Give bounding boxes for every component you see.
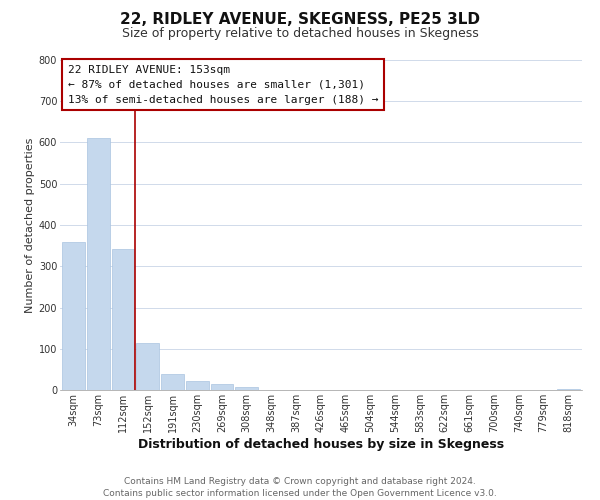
Text: Contains HM Land Registry data © Crown copyright and database right 2024.
Contai: Contains HM Land Registry data © Crown c… [103, 476, 497, 498]
Bar [211, 384, 233, 390]
Bar [112, 248, 134, 390]
Text: 22 RIDLEY AVENUE: 153sqm
← 87% of detached houses are smaller (1,301)
13% of sem: 22 RIDLEY AVENUE: 153sqm ← 87% of detach… [68, 65, 379, 104]
X-axis label: Distribution of detached houses by size in Skegness: Distribution of detached houses by size … [138, 438, 504, 450]
Bar [136, 343, 159, 390]
Bar [62, 242, 85, 390]
Text: 22, RIDLEY AVENUE, SKEGNESS, PE25 3LD: 22, RIDLEY AVENUE, SKEGNESS, PE25 3LD [120, 12, 480, 28]
Bar [235, 386, 258, 390]
Bar [557, 389, 580, 390]
Bar [161, 374, 184, 390]
Bar [186, 381, 209, 390]
Bar [87, 138, 110, 390]
Y-axis label: Number of detached properties: Number of detached properties [25, 138, 35, 312]
Text: Size of property relative to detached houses in Skegness: Size of property relative to detached ho… [122, 28, 478, 40]
